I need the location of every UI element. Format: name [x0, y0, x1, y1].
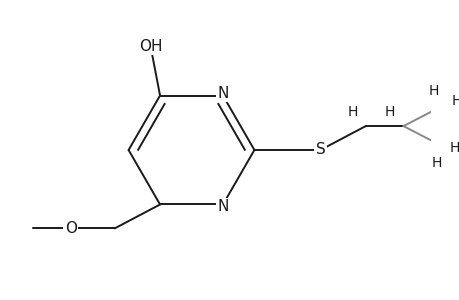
Text: H: H	[431, 156, 441, 170]
Text: H: H	[450, 94, 459, 108]
Text: H: H	[384, 105, 394, 119]
Text: N: N	[217, 200, 228, 214]
Text: O: O	[65, 221, 77, 236]
Text: S: S	[315, 142, 325, 158]
Text: H: H	[347, 105, 358, 119]
Text: H: H	[428, 84, 438, 98]
Text: N: N	[217, 85, 228, 100]
Text: H: H	[449, 141, 459, 155]
Text: OH: OH	[139, 39, 162, 54]
